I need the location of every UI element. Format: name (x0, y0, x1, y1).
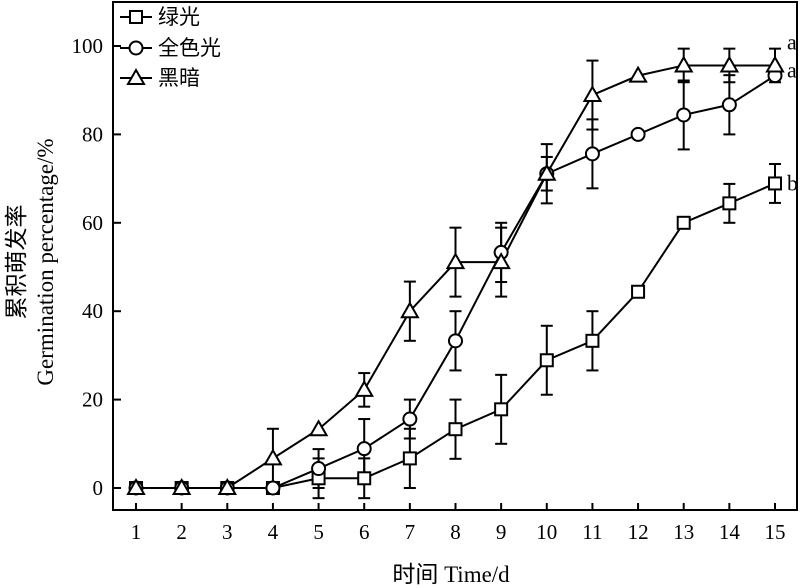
data-point-circle (584, 146, 600, 162)
legend: 绿光 全色光 黑暗 (120, 5, 221, 90)
significance-label: a (787, 58, 797, 83)
x-tick-label: 6 (359, 520, 370, 544)
y-axis-label-cn: 累积萌发率 (4, 205, 29, 320)
data-point-square (448, 422, 463, 437)
x-tick-label: 9 (496, 520, 507, 544)
data-point-circle (721, 97, 737, 113)
x-tick-label: 4 (268, 520, 279, 544)
data-point-triangle (765, 55, 785, 73)
x-tick-label: 7 (405, 520, 416, 544)
x-axis-ticks: 1 2 3 4 5 6 7 8 9 10 11 12 13 14 15 (131, 503, 786, 544)
series-layer: b aa (126, 29, 798, 500)
data-point-circle (402, 411, 418, 427)
data-point-square (402, 451, 417, 466)
legend-label-dark: 黑暗 (158, 66, 200, 90)
legend-label-green-light: 绿光 (158, 5, 200, 29)
y-tick-label: 80 (82, 122, 103, 146)
x-axis-label: 时间 Time/d (392, 562, 510, 587)
data-point-triangle (171, 477, 192, 495)
data-point-triangle (217, 477, 238, 495)
significance-label: b (787, 170, 798, 195)
legend-label-full-spectrum: 全色光 (158, 36, 221, 60)
data-point-triangle (628, 65, 648, 83)
x-tick-label: 2 (176, 520, 187, 544)
legend-triangle-marker-icon (126, 67, 146, 85)
legend-item-green-light: 绿光 (120, 5, 200, 29)
data-point-triangle (491, 252, 511, 270)
data-point-triangle (445, 252, 466, 270)
x-tick-label: 5 (313, 520, 324, 544)
y-tick-label: 60 (82, 211, 103, 235)
x-tick-label: 3 (222, 520, 233, 544)
data-point-triangle (400, 301, 420, 319)
x-tick-label: 11 (582, 520, 602, 544)
y-tick-label: 20 (82, 388, 103, 412)
data-point-triangle (537, 163, 557, 181)
data-point-circle (311, 461, 327, 477)
x-tick-label: 14 (719, 520, 741, 544)
x-tick-label: 8 (450, 520, 461, 544)
x-tick-label: 10 (536, 520, 557, 544)
data-point-circle (630, 126, 646, 142)
legend-item-dark: 黑暗 (120, 66, 200, 90)
data-point-triangle (308, 419, 329, 437)
data-point-triangle (126, 477, 146, 495)
x-tick-label: 12 (628, 520, 649, 544)
data-point-circle (676, 107, 692, 123)
data-point-square (357, 471, 372, 486)
legend-square-marker-icon (129, 10, 143, 24)
data-point-triangle (354, 379, 374, 397)
y-tick-label: 0 (93, 476, 104, 500)
data-point-square (539, 353, 554, 368)
y-tick-label: 100 (72, 34, 104, 58)
legend-item-full-spectrum: 全色光 (120, 36, 221, 60)
data-point-triangle (719, 55, 740, 73)
y-axis-ticks: 0 20 40 60 80 100 (72, 34, 121, 500)
data-point-square (631, 284, 646, 299)
y-axis-label-en: Germination percentage/% (33, 138, 58, 385)
data-point-triangle (673, 55, 694, 73)
y-tick-label: 40 (82, 299, 103, 323)
legend-circle-marker-icon (128, 40, 144, 56)
data-point-square (585, 333, 600, 348)
data-point-square (768, 176, 782, 191)
data-point-triangle (582, 85, 603, 103)
x-tick-label: 15 (765, 520, 786, 544)
data-point-square (676, 215, 691, 230)
data-point-circle (448, 333, 463, 349)
x-tick-label: 1 (131, 520, 142, 544)
data-point-circle (356, 441, 372, 457)
significance-label: a (787, 29, 797, 54)
x-tick-label: 13 (673, 520, 694, 544)
data-point-square (494, 402, 509, 417)
data-point-triangle (263, 448, 283, 466)
data-point-circle (265, 480, 281, 496)
data-point-square (722, 196, 737, 211)
